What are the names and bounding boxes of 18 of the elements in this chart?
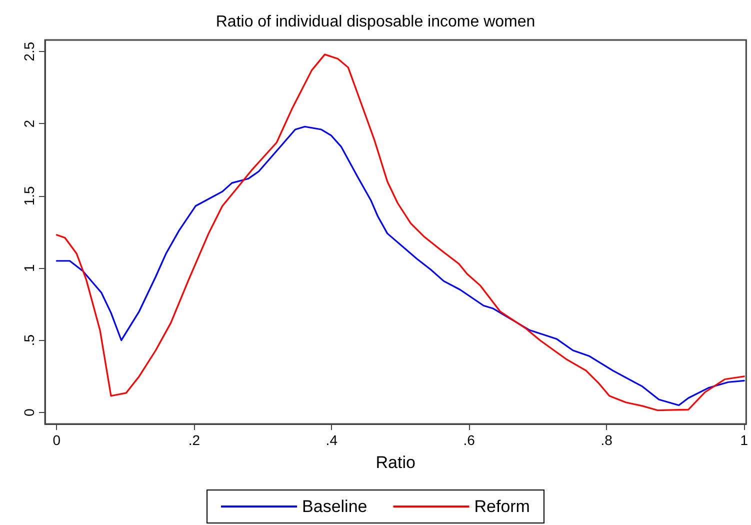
x-tick-label: 1 (740, 432, 748, 448)
x-tick-label: .4 (326, 432, 338, 448)
legend-label: Baseline (302, 497, 368, 516)
y-tick-label: 1 (21, 264, 37, 272)
line-series (56, 126, 745, 406)
x-tick-label: .2 (188, 432, 200, 448)
x-axis-title: Ratio (376, 453, 416, 472)
y-tick-label: .5 (21, 334, 37, 346)
y-tick-label: 2.5 (21, 42, 37, 62)
line-series (56, 54, 745, 412)
y-tick-label: 2 (21, 120, 37, 128)
y-tick-label: 0 (21, 408, 37, 416)
x-tick-label: .6 (463, 432, 476, 448)
y-tick-label: 1.5 (21, 186, 37, 206)
x-tick-label: .8 (600, 432, 613, 448)
legend-label: Reform (474, 497, 530, 516)
x-tick-label: 0 (52, 432, 61, 448)
chart-title: Ratio of individual disposable income women (216, 14, 536, 30)
